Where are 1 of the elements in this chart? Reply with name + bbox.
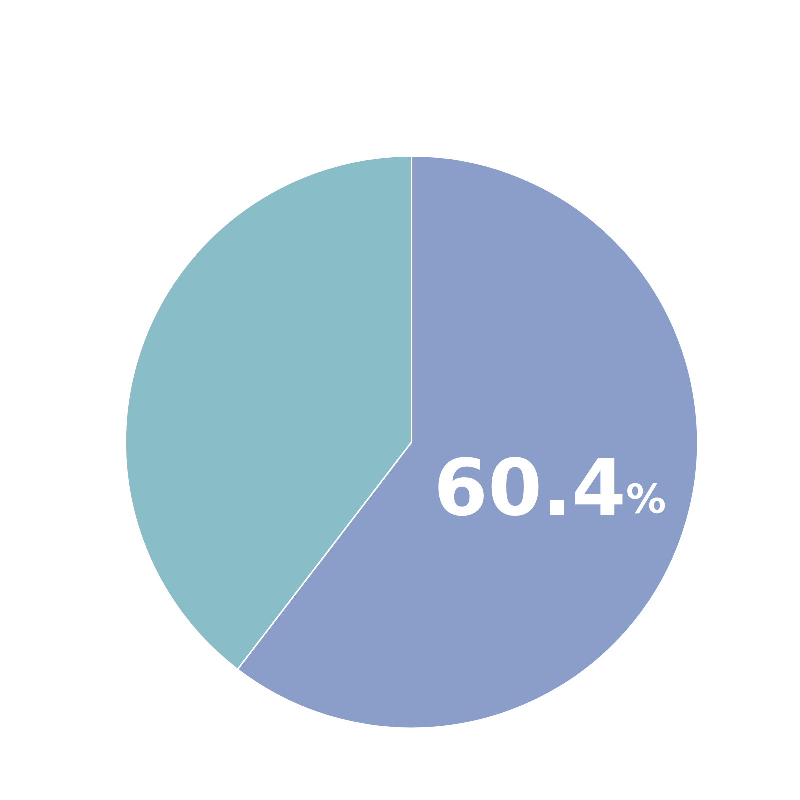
data-label: 60.4% [434,444,666,534]
